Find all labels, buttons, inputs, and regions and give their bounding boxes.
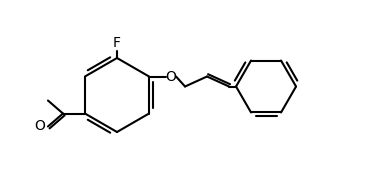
Text: O: O	[34, 120, 45, 134]
Text: O: O	[166, 70, 176, 83]
Text: F: F	[113, 36, 121, 50]
